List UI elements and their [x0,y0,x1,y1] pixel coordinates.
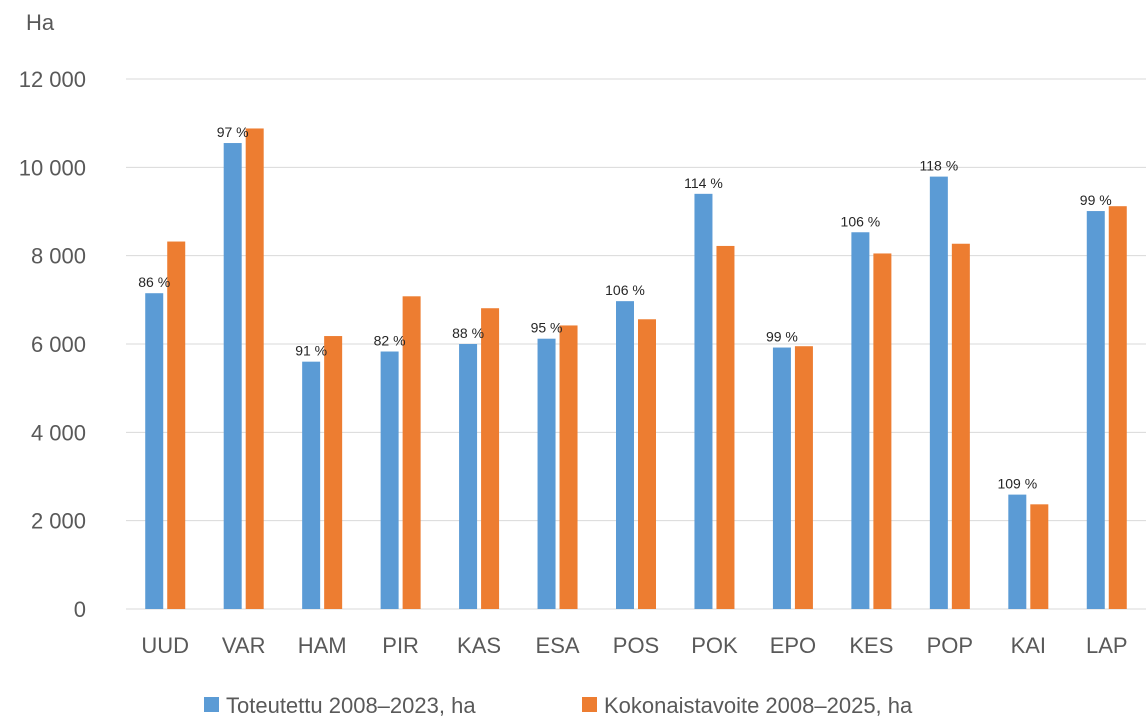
x-tick-label: POK [691,633,738,658]
bar-kokonaistavoite [559,325,578,609]
bar-toteutettu [145,293,164,609]
y-axis-ticks: 0 2 000 4 000 6 000 8 000 10 000 12 000 [19,67,86,622]
bar-kokonaistavoite [638,319,656,609]
bar-kokonaistavoite [481,308,500,609]
bar-kokonaistavoite [951,243,970,609]
bar-kokonaistavoite [167,241,186,610]
data-label: 97 % [217,124,249,140]
bar-kokonaistavoite [324,336,343,609]
y-tick-label: 4 000 [31,420,86,445]
bars [145,128,1127,610]
data-label: 99 % [766,329,798,345]
legend-label-kokonaistavoite: Kokonaistavoite 2008–2025, ha [604,693,913,718]
data-label: 82 % [374,333,406,349]
bar-toteutettu [537,338,556,609]
x-tick-label: POP [927,633,973,658]
bar-toteutettu [851,232,870,609]
data-label: 118 % [920,158,959,174]
bar-kokonaistavoite [1030,504,1049,609]
bar-kokonaistavoite [402,296,421,609]
legend-swatch-kokonaistavoite [582,697,597,712]
y-tick-label: 10 000 [19,155,86,180]
data-label: 95 % [531,320,563,336]
x-tick-label: KES [849,633,893,658]
bar-toteutettu [929,176,948,609]
y-tick-label: 12 000 [19,67,86,92]
data-label: 99 % [1080,192,1112,208]
x-tick-label: HAM [298,633,347,658]
gridlines [126,78,1146,610]
data-label: 109 % [997,476,1037,492]
x-tick-label: LAP [1086,633,1128,658]
bar-kokonaistavoite [245,128,264,609]
y-tick-label: 0 [74,597,86,622]
data-labels: 86 % 97 % 91 % 82 % 88 % 95 % 106 % 114 % 99 % 10… [138,124,1111,492]
bar-toteutettu [459,344,478,609]
bar-toteutettu [1008,494,1027,609]
data-label: 106 % [841,213,881,229]
data-label: 91 % [295,343,327,359]
data-label: 86 % [138,274,170,290]
x-tick-label: KAS [457,633,501,658]
bar-toteutettu [694,193,713,610]
x-tick-label: POS [613,633,659,658]
y-tick-label: 8 000 [31,244,86,269]
bar-kokonaistavoite [716,245,735,609]
x-tick-label: VAR [222,633,266,658]
bar-toteutettu [223,143,242,609]
x-tick-label: EPO [770,633,816,658]
data-label: 88 % [452,325,484,341]
bar-toteutettu [772,347,791,609]
bar-kokonaistavoite [873,253,892,610]
x-tick-label: PIR [382,633,419,658]
legend-label-toteutettu: Toteutettu 2008–2023, ha [226,693,476,718]
data-label: 114 % [684,175,723,191]
bar-toteutettu [380,351,399,609]
x-axis-ticks: UUD VAR HAM PIR KAS ESA POS POK EPO KES POP KAI LAP [141,633,1127,658]
bar-kokonaistavoite [794,346,813,609]
data-label: 106 % [605,282,645,298]
x-tick-label: ESA [536,633,580,658]
y-tick-label: 2 000 [31,509,86,534]
bar-kokonaistavoite [1108,206,1127,609]
bar-toteutettu [302,361,321,609]
legend: Toteutettu 2008–2023, ha Kokonaistavoite… [204,693,913,718]
bar-toteutettu [616,301,634,609]
bar-toteutettu [1086,211,1105,609]
y-tick-label: 6 000 [31,332,86,357]
x-tick-label: KAI [1011,633,1046,658]
x-tick-label: UUD [141,633,189,658]
y-axis-label: Ha [26,10,55,35]
legend-swatch-toteutettu [204,697,219,712]
